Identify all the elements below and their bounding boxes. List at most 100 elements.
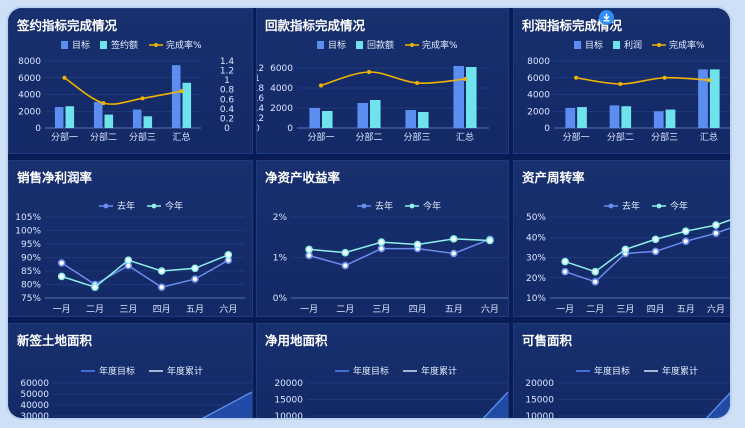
y-tick-label: 20000	[274, 379, 303, 389]
y-tick-label: 40%	[526, 233, 546, 243]
y2-tick-label: 0.2	[257, 114, 264, 124]
x-tick-label: 分部三	[651, 131, 678, 143]
y-tick-label: 8000	[527, 57, 550, 67]
x-tick-label: 四月	[647, 304, 665, 315]
y-tick-label: 6000	[527, 74, 550, 84]
y-tick-label: 10000	[274, 412, 303, 418]
y2-tick-label: 0.6	[220, 95, 235, 105]
rate-point	[618, 81, 623, 86]
rate-line	[64, 77, 182, 105]
y-tick-label: 100%	[15, 227, 41, 237]
legend-label: 目标	[585, 39, 603, 51]
bar	[466, 67, 477, 128]
x-tick-label: 一月	[300, 304, 318, 315]
panel-title: 销售净利润率	[17, 170, 93, 185]
y-tick-label: 0%	[273, 294, 288, 304]
bar	[621, 106, 632, 128]
turnover-chart: 去年 今年 10% 20% 30% 40% 50% 一月 二月 三月 四月 五月 六月	[526, 200, 730, 315]
y2-tick-label: 1.4	[220, 57, 235, 67]
series-point	[712, 229, 720, 237]
profit-panel: 利润指标完成情况 目标 利润 完成率% 0 2000 4000 6000 8000 分部一 分部二…	[513, 8, 730, 154]
legend-swatch	[613, 41, 620, 49]
bar	[182, 82, 192, 128]
rate-point	[101, 101, 106, 106]
y-tick-label: 0	[35, 124, 41, 134]
new-land-panel: 新签土地面积 年度目标 年度累计 30000 40000 50000 60000	[8, 323, 253, 418]
series-point	[124, 256, 133, 264]
y-tick-label: 60000	[20, 379, 49, 389]
legend-label: 去年	[622, 200, 640, 212]
area-line	[482, 391, 508, 418]
series-point	[681, 237, 690, 246]
legend-label: 目标	[72, 39, 90, 51]
panel-title: 净资产收益率	[265, 170, 341, 185]
contract-panel: 签约指标完成情况 目标 签约额 完成率% 0 2000 4000 6000 8000 0 0.2 0…	[8, 8, 253, 154]
legend-label: 年度累计	[167, 365, 203, 377]
y-tick-label: 10000	[525, 412, 554, 418]
legend-label: 目标	[328, 39, 346, 51]
download-icon[interactable]	[599, 10, 614, 25]
legend-label: 年度累计	[662, 365, 698, 377]
legend-swatch	[100, 41, 107, 49]
series-line	[61, 259, 229, 289]
series-point	[57, 272, 66, 281]
y-tick-label: 2000	[270, 104, 293, 114]
series-point	[651, 247, 660, 256]
y2-tick-label: 0.6	[257, 94, 264, 104]
x-tick-label: 五月	[186, 304, 204, 315]
x-tick-label: 六月	[707, 303, 725, 315]
x-tick-label: 五月	[677, 304, 695, 315]
x-tick-label: 四月	[409, 304, 427, 315]
legend-label: 签约额	[111, 39, 138, 51]
y2-tick-label: 0.8	[257, 84, 264, 94]
rate-point	[415, 81, 419, 85]
bar	[453, 66, 464, 128]
legend-swatch	[409, 203, 415, 209]
x-tick-label: 一月	[53, 304, 71, 315]
legend-label: 回款额	[367, 39, 394, 51]
rate-line	[576, 76, 709, 85]
y-tick-label: 95%	[21, 240, 41, 250]
rate-point	[662, 75, 667, 80]
panel-title: 资产周转率	[522, 170, 585, 185]
bar	[104, 114, 114, 128]
x-tick-label: 一月	[556, 304, 574, 315]
legend-label: 完成率%	[166, 39, 202, 51]
net-land-chart: 年度目标 年度累计 10000 15000 20000	[274, 365, 508, 418]
legend-swatch	[656, 203, 662, 209]
bar	[665, 109, 676, 128]
bar	[309, 108, 320, 128]
rate-point	[62, 75, 67, 80]
rate-point	[140, 96, 145, 101]
y-tick-label: 0	[287, 124, 293, 134]
panel-title: 净用地面积	[265, 333, 328, 348]
y-tick-label: 2000	[18, 107, 41, 117]
y2-tick-label: 1	[257, 74, 260, 84]
legend-swatch	[154, 43, 158, 47]
x-tick-label: 汇总	[456, 131, 474, 143]
series-point	[377, 238, 386, 246]
net-land-panel: 净用地面积 年度目标 年度累计 10000 15000 20000	[256, 323, 509, 418]
area-fill	[706, 393, 730, 418]
y-tick-label: 20000	[525, 379, 554, 389]
legend-swatch	[356, 41, 363, 49]
y-tick-label: 30%	[526, 254, 546, 264]
series-point	[57, 259, 66, 267]
y2-tick-label: 0.4	[220, 105, 235, 115]
legend-label: 去年	[117, 200, 135, 212]
series-point	[561, 267, 569, 276]
series-point	[341, 261, 350, 270]
series-point	[341, 248, 350, 257]
bar	[653, 111, 664, 128]
legend-label: 年度目标	[99, 365, 135, 377]
rate-point	[319, 83, 323, 88]
panel-title: 可售面积	[522, 333, 573, 348]
payment-panel: 回款指标完成情况 目标回款额完成率%020004000600000.20.40.…	[256, 8, 509, 154]
x-tick-label: 六月	[219, 303, 237, 315]
bar	[143, 116, 153, 128]
bar	[132, 109, 142, 128]
x-tick-label: 五月	[445, 304, 463, 315]
bar	[322, 111, 333, 128]
y-tick-label: 4000	[270, 84, 293, 94]
